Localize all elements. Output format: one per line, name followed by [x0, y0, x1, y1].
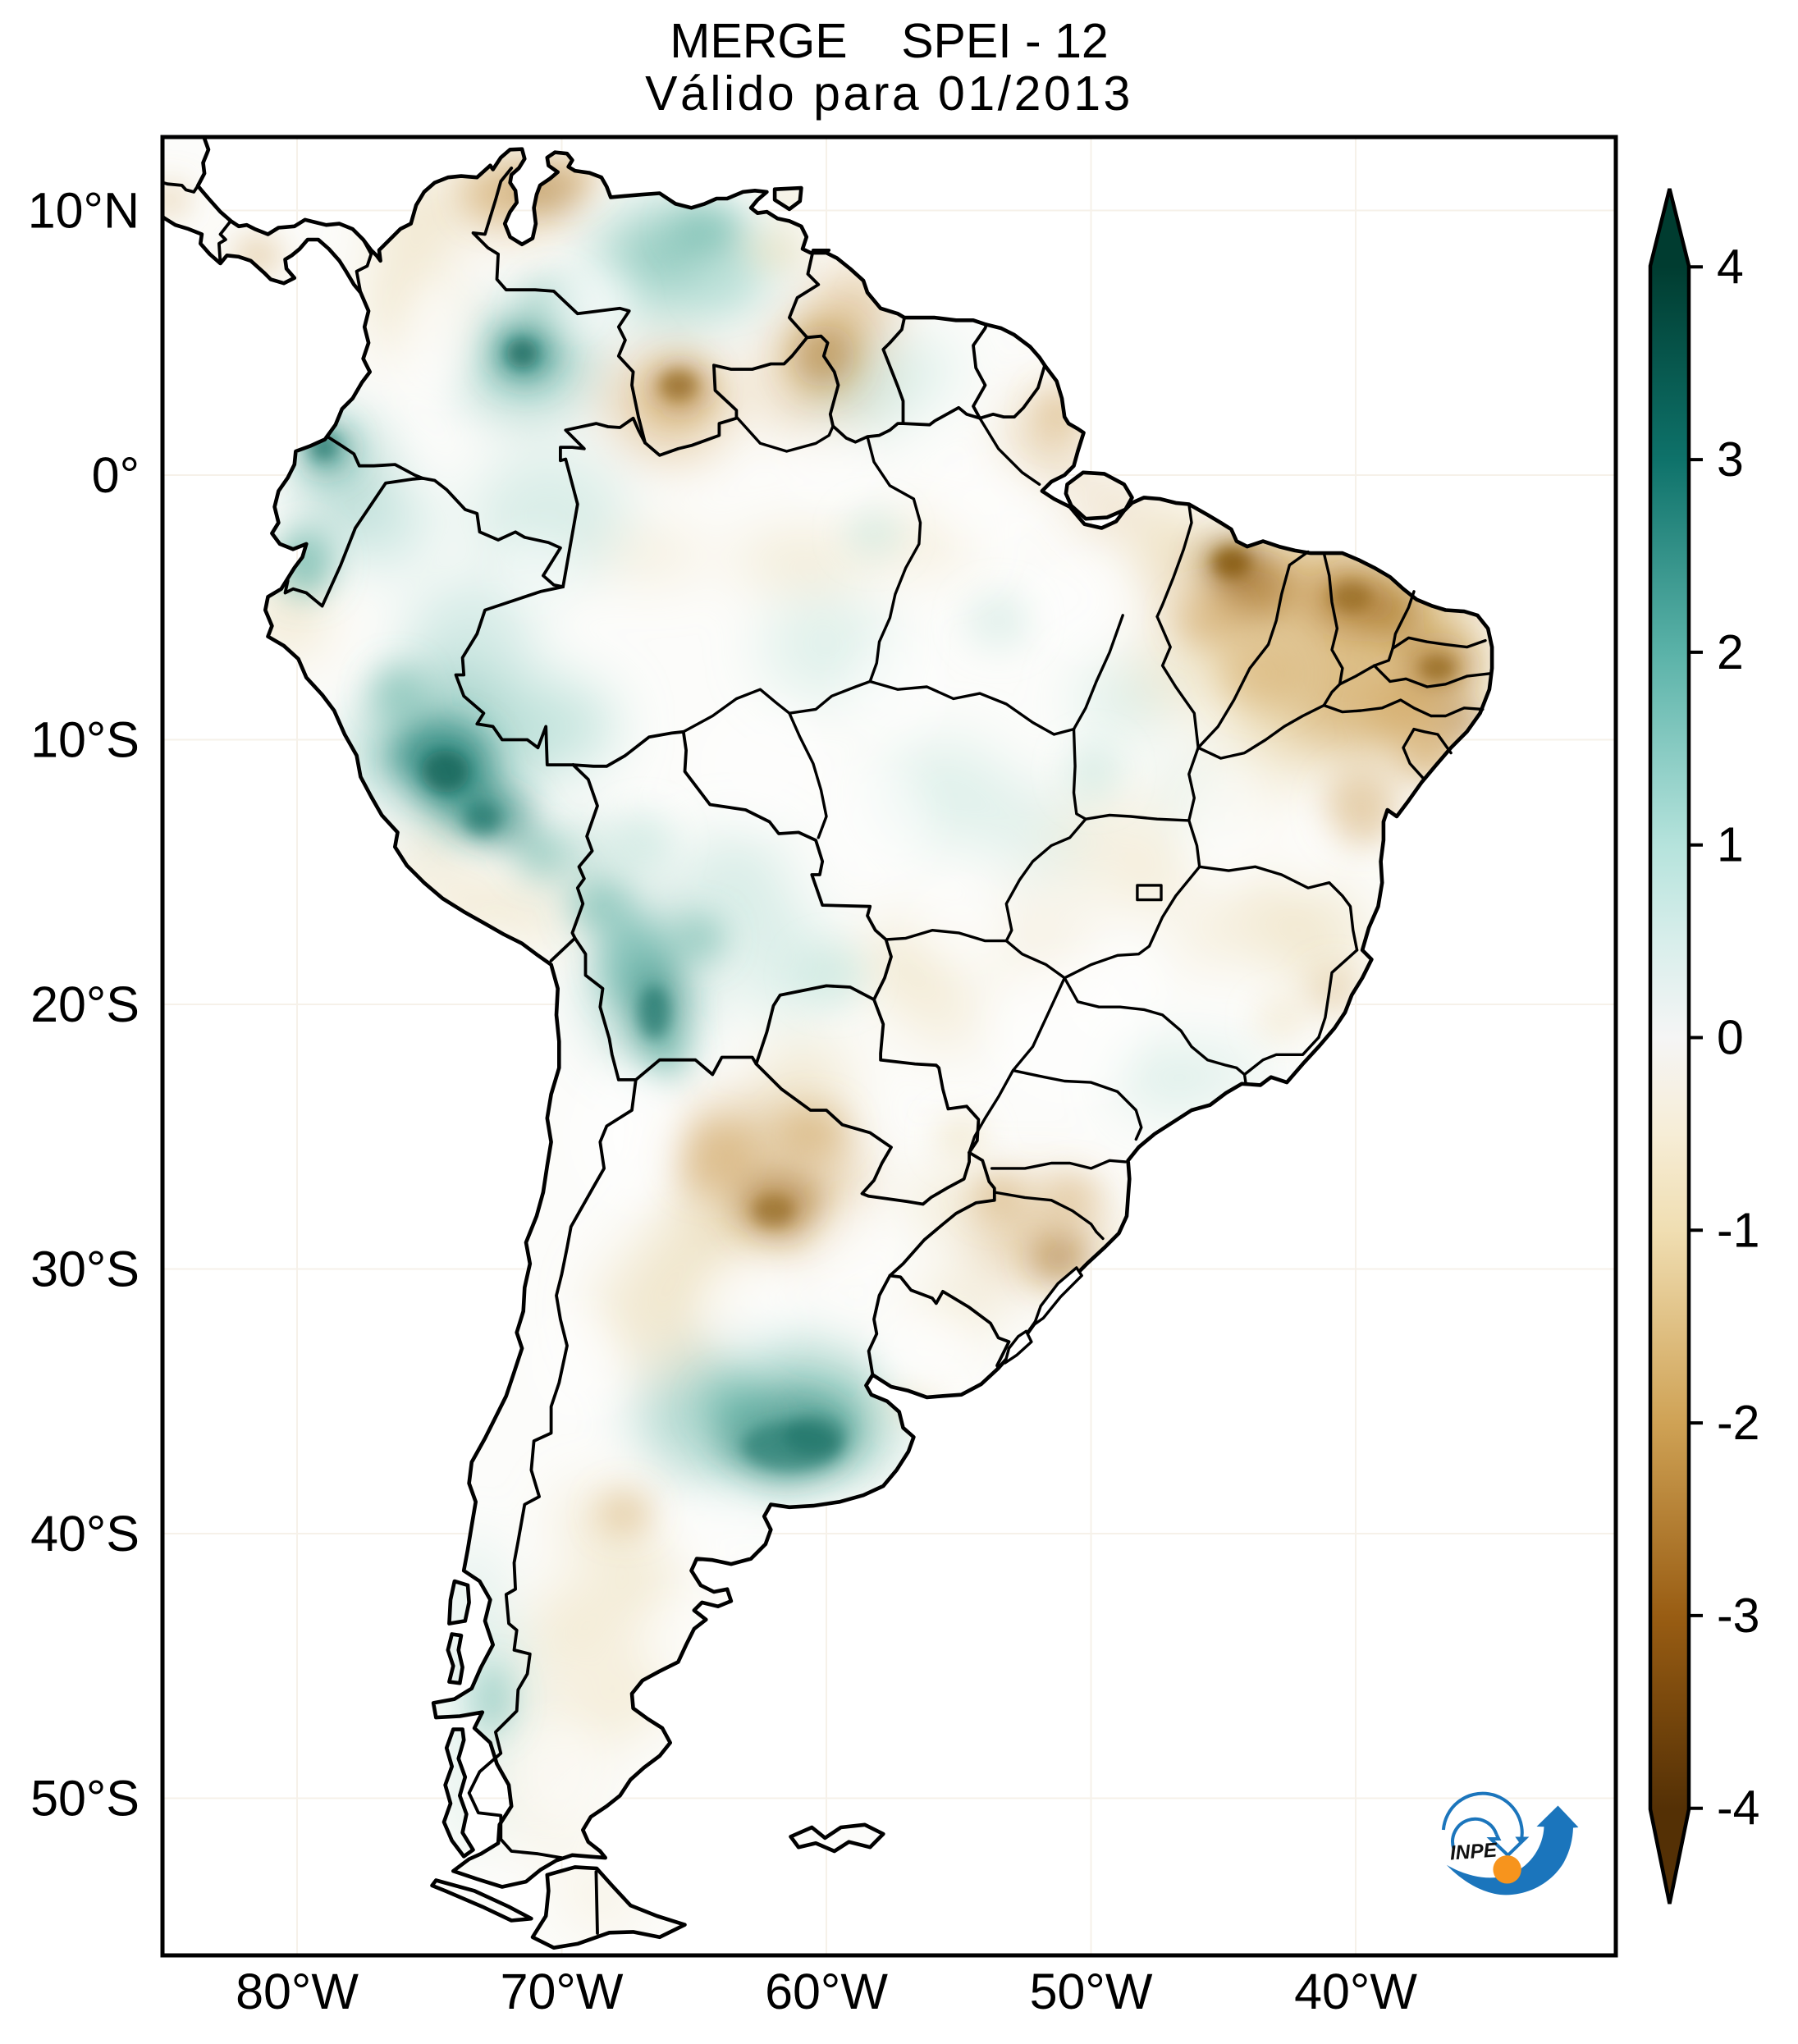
svg-text:1: 1: [1717, 818, 1744, 872]
svg-text:-4: -4: [1717, 1781, 1759, 1836]
svg-text:70°W: 70°W: [501, 1964, 624, 2019]
svg-text:INPE: INPE: [1449, 1840, 1498, 1865]
svg-text:-3: -3: [1717, 1589, 1759, 1643]
svg-text:-1: -1: [1717, 1203, 1759, 1257]
svg-text:2: 2: [1717, 625, 1744, 679]
svg-text:40°S: 40°S: [30, 1506, 140, 1562]
svg-text:10°S: 10°S: [30, 712, 140, 768]
svg-text:50°W: 50°W: [1030, 1964, 1153, 2019]
svg-text:20°S: 20°S: [30, 976, 140, 1032]
svg-text:3: 3: [1717, 432, 1744, 487]
svg-text:30°S: 30°S: [30, 1241, 140, 1297]
svg-text:0°: 0°: [92, 447, 140, 503]
svg-text:60°W: 60°W: [765, 1964, 888, 2019]
svg-text:80°W: 80°W: [236, 1964, 359, 2019]
svg-text:10°N: 10°N: [28, 183, 140, 239]
svg-text:50°S: 50°S: [30, 1771, 140, 1827]
svg-text:0: 0: [1717, 1011, 1744, 1065]
svg-text:-2: -2: [1717, 1396, 1759, 1450]
svg-text:4: 4: [1717, 240, 1744, 294]
svg-text:40°W: 40°W: [1294, 1964, 1417, 2019]
